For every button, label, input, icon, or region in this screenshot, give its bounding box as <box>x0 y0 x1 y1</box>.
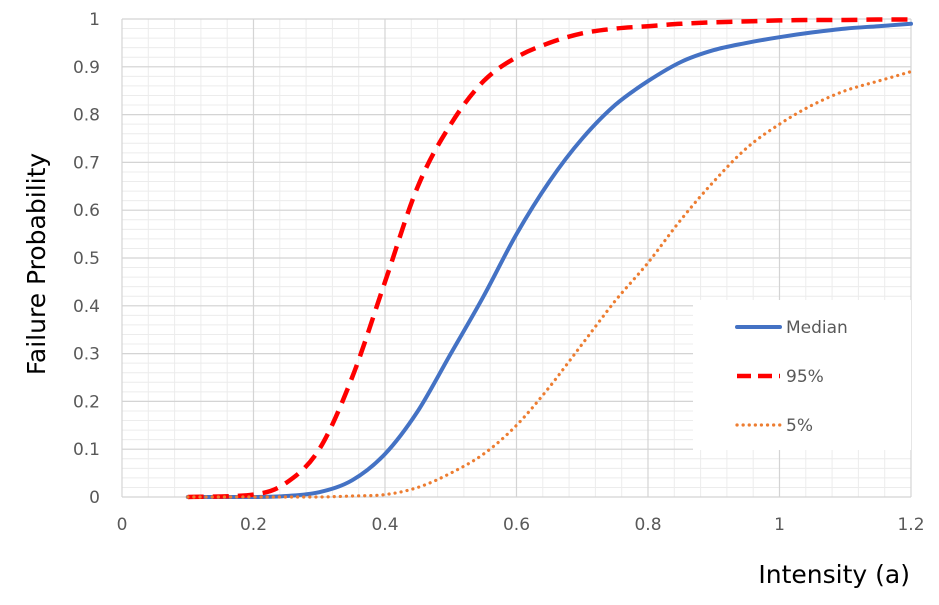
y-tick-label: 0.8 <box>73 106 100 126</box>
legend: Median 95% 5% <box>693 300 911 450</box>
y-tick-label: 0.6 <box>73 201 100 221</box>
y-tick-label: 0.5 <box>73 249 100 269</box>
y-tick-label: 0.1 <box>73 440 100 460</box>
x-tick-label: 0 <box>117 515 128 535</box>
x-tick-label: 1 <box>774 515 785 535</box>
y-tick-label: 0.3 <box>73 345 100 365</box>
series-line-median <box>185 21 913 500</box>
series-line-95pct <box>187 17 912 500</box>
legend-label: 5% <box>786 416 813 436</box>
x-tick-label: 1.2 <box>897 515 924 535</box>
y-tick-label: 0.9 <box>73 58 100 78</box>
x-tick-label: 0.4 <box>371 515 398 535</box>
y-tick-label: 0.2 <box>73 392 100 412</box>
legend-box <box>693 300 911 450</box>
x-axis-title: Intensity (a) <box>758 560 910 589</box>
legend-label: Median <box>786 318 848 338</box>
y-tick-label: 0.7 <box>73 153 100 173</box>
y-tick-label: 0.4 <box>73 297 100 317</box>
legend-label: 95% <box>786 367 824 387</box>
x-tick-labels: 0 0.2 0.4 0.6 0.8 1 1.2 <box>117 515 925 535</box>
series-layer <box>185 17 913 500</box>
y-tick-labels: 0 0.1 0.2 0.3 0.4 0.5 0.6 0.7 0.8 0.9 1 <box>73 10 100 508</box>
y-tick-label: 0 <box>89 488 100 508</box>
x-tick-label: 0.2 <box>240 515 267 535</box>
y-tick-label: 1 <box>89 10 100 30</box>
x-tick-label: 0.8 <box>634 515 661 535</box>
series-line-5pct <box>186 70 913 499</box>
x-tick-label: 0.6 <box>503 515 530 535</box>
y-axis-title: Failure Probability <box>22 153 51 376</box>
